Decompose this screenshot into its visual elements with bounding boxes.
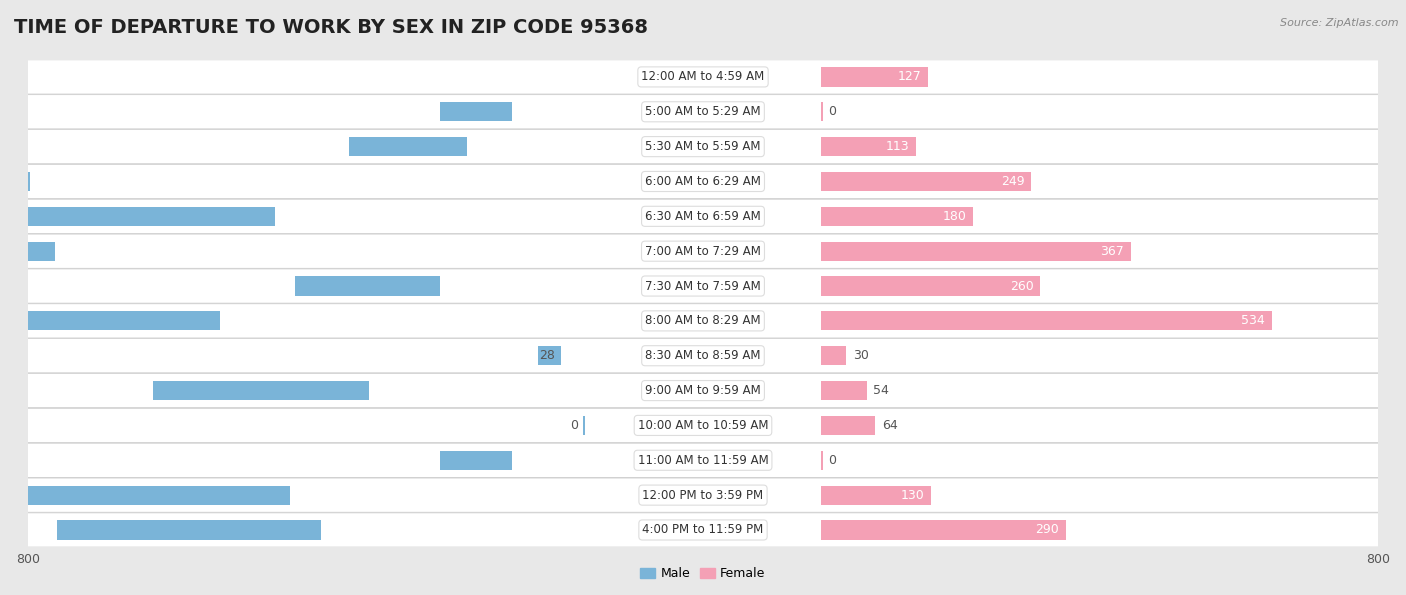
Bar — [440, 450, 512, 470]
FancyBboxPatch shape — [1, 374, 1405, 408]
Text: 28: 28 — [538, 349, 554, 362]
Text: 0: 0 — [828, 105, 835, 118]
Bar — [28, 60, 1378, 95]
Text: 256: 256 — [375, 384, 399, 397]
Text: 30: 30 — [853, 349, 869, 362]
Bar — [821, 172, 1031, 191]
Text: 11:00 AM to 11:59 AM: 11:00 AM to 11:59 AM — [638, 454, 768, 466]
Text: 658: 658 — [37, 175, 60, 188]
FancyBboxPatch shape — [1, 199, 1405, 233]
Text: 7:00 AM to 7:29 AM: 7:00 AM to 7:29 AM — [645, 245, 761, 258]
Text: 127: 127 — [898, 70, 921, 83]
FancyBboxPatch shape — [1, 478, 1405, 512]
Bar — [821, 450, 823, 470]
Bar — [28, 303, 1378, 339]
Bar — [821, 242, 1130, 261]
Text: 9:00 AM to 9:59 AM: 9:00 AM to 9:59 AM — [645, 384, 761, 397]
Text: 64: 64 — [882, 419, 897, 432]
FancyBboxPatch shape — [1, 339, 1405, 373]
Text: Source: ZipAtlas.com: Source: ZipAtlas.com — [1281, 18, 1399, 28]
Text: 0: 0 — [828, 454, 835, 466]
Text: 8:30 AM to 8:59 AM: 8:30 AM to 8:59 AM — [645, 349, 761, 362]
Text: 349: 349 — [297, 488, 321, 502]
Bar — [0, 242, 55, 261]
Text: 249: 249 — [1001, 175, 1025, 188]
FancyBboxPatch shape — [1, 513, 1405, 547]
Text: 313: 313 — [328, 524, 352, 537]
Bar — [28, 443, 1378, 478]
Bar — [28, 199, 1378, 234]
Bar — [821, 346, 846, 365]
FancyBboxPatch shape — [1, 304, 1405, 338]
FancyBboxPatch shape — [1, 269, 1405, 303]
Text: 86: 86 — [519, 454, 534, 466]
Text: 10:00 AM to 10:59 AM: 10:00 AM to 10:59 AM — [638, 419, 768, 432]
Text: 367: 367 — [1101, 245, 1123, 258]
Text: 260: 260 — [1010, 280, 1033, 293]
Text: 140: 140 — [474, 140, 498, 153]
Bar — [821, 277, 1040, 296]
Text: 54: 54 — [873, 384, 889, 397]
Bar — [821, 206, 973, 226]
Bar — [153, 381, 368, 400]
FancyBboxPatch shape — [1, 408, 1405, 443]
Text: 628: 628 — [62, 245, 86, 258]
FancyBboxPatch shape — [1, 443, 1405, 477]
Bar — [28, 339, 1378, 373]
Legend: Male, Female: Male, Female — [636, 562, 770, 585]
Bar — [440, 102, 512, 121]
Bar — [821, 137, 917, 156]
Text: 5:30 AM to 5:59 AM: 5:30 AM to 5:59 AM — [645, 140, 761, 153]
Bar — [349, 137, 467, 156]
Bar — [0, 206, 276, 226]
Text: 290: 290 — [1035, 524, 1059, 537]
Bar — [821, 521, 1066, 540]
Text: TIME OF DEPARTURE TO WORK BY SEX IN ZIP CODE 95368: TIME OF DEPARTURE TO WORK BY SEX IN ZIP … — [14, 18, 648, 37]
FancyBboxPatch shape — [1, 164, 1405, 199]
Text: 130: 130 — [900, 488, 924, 502]
Bar — [28, 408, 1378, 443]
Bar — [28, 268, 1378, 303]
Bar — [821, 67, 928, 86]
FancyBboxPatch shape — [1, 60, 1405, 94]
Bar — [821, 311, 1271, 330]
Bar — [28, 129, 1378, 164]
Bar — [295, 277, 440, 296]
FancyBboxPatch shape — [1, 130, 1405, 164]
Text: 0: 0 — [571, 419, 578, 432]
Bar — [28, 512, 1378, 547]
Text: 5:00 AM to 5:29 AM: 5:00 AM to 5:29 AM — [645, 105, 761, 118]
Text: 86: 86 — [519, 105, 534, 118]
Text: 7:30 AM to 7:59 AM: 7:30 AM to 7:59 AM — [645, 280, 761, 293]
Text: 534: 534 — [1241, 314, 1265, 327]
Bar — [28, 234, 1378, 268]
Text: 6:00 AM to 6:29 AM: 6:00 AM to 6:29 AM — [645, 175, 761, 188]
Bar — [28, 373, 1378, 408]
Bar — [28, 95, 1378, 129]
Text: 12:00 PM to 3:59 PM: 12:00 PM to 3:59 PM — [643, 488, 763, 502]
Text: 367: 367 — [283, 210, 305, 223]
Bar — [0, 172, 30, 191]
Text: 12:00 AM to 4:59 AM: 12:00 AM to 4:59 AM — [641, 70, 765, 83]
FancyBboxPatch shape — [1, 234, 1405, 268]
Text: 180: 180 — [942, 210, 966, 223]
Text: 113: 113 — [886, 140, 910, 153]
Bar — [0, 311, 219, 330]
Bar — [821, 416, 875, 435]
Bar — [583, 416, 585, 435]
FancyBboxPatch shape — [1, 95, 1405, 129]
Bar — [0, 486, 291, 505]
Text: 6:30 AM to 6:59 AM: 6:30 AM to 6:59 AM — [645, 210, 761, 223]
Bar — [821, 381, 866, 400]
Text: 172: 172 — [447, 280, 470, 293]
Bar — [28, 478, 1378, 512]
Bar — [821, 486, 931, 505]
Bar — [821, 102, 823, 121]
Text: 8:00 AM to 8:29 AM: 8:00 AM to 8:29 AM — [645, 314, 761, 327]
Bar — [28, 164, 1378, 199]
Bar — [537, 346, 561, 365]
Bar — [56, 521, 321, 540]
Text: 433: 433 — [226, 314, 250, 327]
Text: 4:00 PM to 11:59 PM: 4:00 PM to 11:59 PM — [643, 524, 763, 537]
